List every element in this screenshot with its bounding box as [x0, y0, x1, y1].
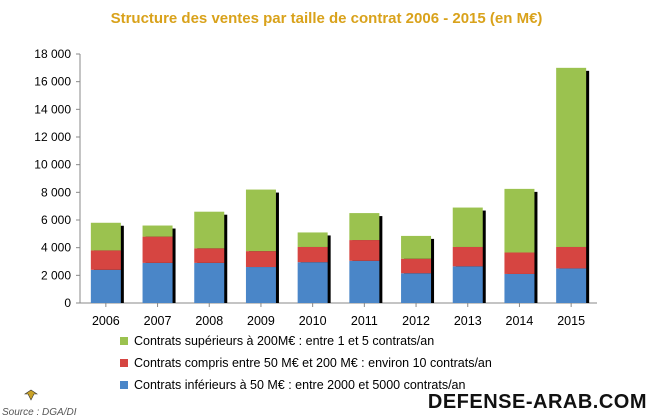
y-tick-label: 16 000 — [34, 75, 71, 89]
bar-segment-2007-series-1 — [142, 236, 173, 263]
bar-segment-2012-series-1 — [401, 258, 432, 274]
bar-segment-2009-series-1 — [245, 251, 276, 268]
bar-segment-2015-series-1 — [556, 246, 587, 269]
legend-label: Contrats inférieurs à 50 M€ : entre 2000… — [134, 378, 466, 392]
bar-segment-2010-series-1 — [297, 246, 328, 263]
bar-segment-2010-series-2 — [297, 232, 328, 247]
x-tick-label: 2015 — [557, 314, 585, 328]
x-tick-label: 2010 — [299, 314, 327, 328]
x-tick-label: 2012 — [402, 314, 430, 328]
bar-segment-2007-series-0 — [142, 262, 173, 303]
x-tick-label: 2013 — [454, 314, 482, 328]
bar-segment-2015-series-0 — [556, 268, 587, 303]
legend-label: Contrats compris entre 50 M€ et 200 M€ :… — [134, 356, 492, 370]
bar-segment-2014-series-1 — [504, 252, 535, 274]
bar-segment-2012-series-2 — [401, 235, 432, 259]
legend-swatch-red — [120, 359, 128, 367]
x-tick-label: 2009 — [247, 314, 275, 328]
legend-item-small-contracts: Contrats inférieurs à 50 M€ : entre 2000… — [120, 374, 492, 396]
y-tick-label: 14 000 — [34, 102, 71, 116]
y-tick-label: 10 000 — [34, 158, 71, 172]
bar-segment-2011-series-2 — [349, 213, 380, 241]
chart-title: Structure des ventes par taille de contr… — [110, 10, 543, 27]
bar-segment-2006-series-2 — [90, 222, 121, 251]
legend-swatch-green — [120, 337, 128, 345]
bar-segment-2013-series-0 — [452, 266, 483, 303]
bar-segment-2014-series-0 — [504, 273, 535, 303]
legend-swatch-blue — [120, 381, 128, 389]
legend: Contrats supérieurs à 200M€ : entre 1 et… — [120, 330, 492, 396]
y-tick-label: 8 000 — [41, 185, 71, 199]
y-tick-label: 4 000 — [41, 241, 71, 255]
bar-segment-2011-series-0 — [349, 260, 380, 303]
legend-label: Contrats supérieurs à 200M€ : entre 1 et… — [134, 334, 435, 348]
bar-segment-2012-series-0 — [401, 273, 432, 303]
bar-segment-2008-series-1 — [194, 248, 225, 263]
bar-segment-2008-series-2 — [194, 211, 225, 249]
bar-segment-2011-series-1 — [349, 240, 380, 261]
legend-item-medium-contracts: Contrats compris entre 50 M€ et 200 M€ :… — [120, 352, 492, 374]
bar-segment-2006-series-1 — [90, 250, 121, 270]
x-tick-label: 2006 — [92, 314, 120, 328]
legend-item-large-contracts: Contrats supérieurs à 200M€ : entre 1 et… — [120, 330, 492, 352]
watermark: DEFENSE-ARAB.COM — [427, 391, 647, 413]
bar-segment-2008-series-0 — [194, 262, 225, 303]
bar-segment-2007-series-2 — [142, 225, 173, 237]
bar-segment-2014-series-2 — [504, 188, 535, 253]
bar-segment-2009-series-0 — [245, 267, 276, 303]
x-tick-label: 2011 — [351, 314, 378, 328]
source-logo: Source : DGA/DI — [2, 388, 76, 418]
x-tick-label: 2008 — [195, 314, 223, 328]
y-tick-label: 6 000 — [41, 213, 71, 227]
x-tick-label: 2014 — [506, 314, 534, 328]
y-tick-label: 2 000 — [41, 268, 71, 282]
y-tick-label: 12 000 — [34, 130, 71, 144]
bar-segment-2015-series-2 — [556, 67, 587, 247]
bar-segment-2009-series-2 — [245, 189, 276, 252]
bar-segment-2013-series-2 — [452, 207, 483, 247]
y-tick-label: 0 — [64, 296, 71, 310]
y-tick-label: 18 000 — [34, 47, 71, 61]
bar-segment-2006-series-0 — [90, 269, 121, 303]
eagle-emblem-icon — [24, 389, 38, 401]
bar-segment-2013-series-1 — [452, 246, 483, 267]
bar-segment-2010-series-0 — [297, 262, 328, 303]
x-tick-label: 2007 — [144, 314, 172, 328]
source-logo-text: Source : DGA/DI — [2, 407, 77, 418]
